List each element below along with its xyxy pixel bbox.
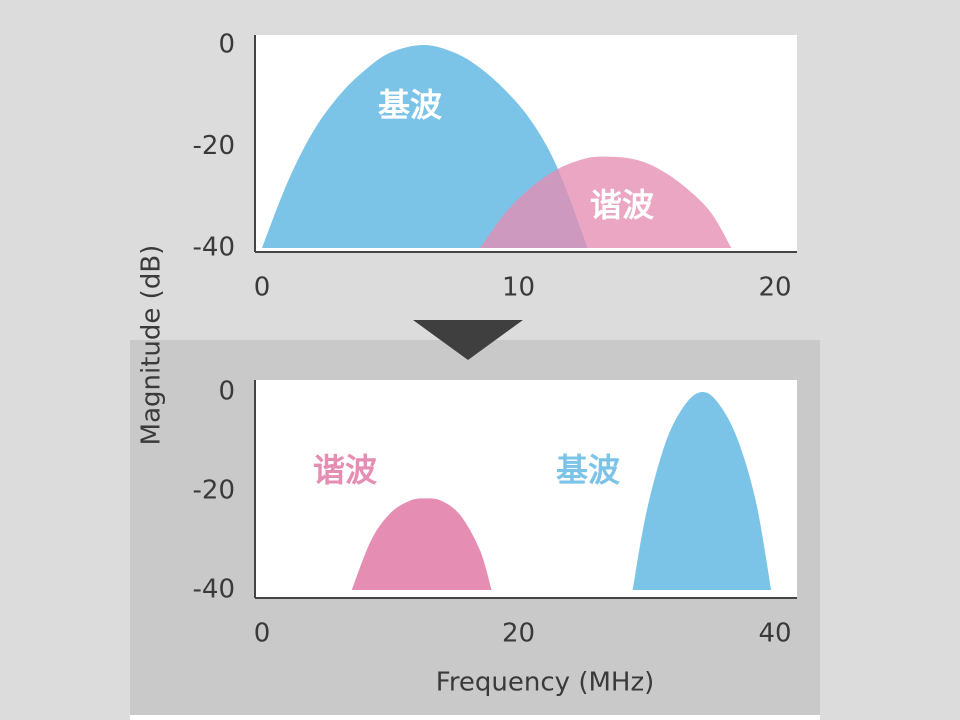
y-tick-label: -40 [193, 233, 235, 263]
y-tick-label: -20 [193, 476, 235, 506]
y-tick-label: 0 [218, 377, 235, 407]
y-axis-label: Magnitude (dB) [137, 245, 167, 446]
panel-edge [130, 715, 820, 720]
x-tick-label: 20 [502, 619, 535, 649]
arrow [413, 320, 523, 360]
x-tick-label: 0 [254, 273, 271, 303]
area [632, 391, 772, 590]
x-tick-label: 40 [758, 619, 791, 649]
x-axis-label: Frequency (MHz) [436, 668, 655, 698]
area [480, 156, 732, 248]
series-label: 基波 [378, 86, 442, 124]
area [262, 45, 588, 248]
x-tick-label: 0 [254, 619, 271, 649]
y-tick-label: -20 [193, 131, 235, 161]
x-tick-label: 20 [758, 273, 791, 303]
y-tick-label: -40 [193, 575, 235, 605]
series-label: 谐波 [313, 451, 377, 489]
series-label: 谐波 [590, 186, 654, 224]
y-tick-label: 0 [218, 30, 235, 60]
area [351, 498, 492, 590]
x-tick-label: 10 [502, 273, 535, 303]
series-label: 基波 [556, 451, 620, 489]
